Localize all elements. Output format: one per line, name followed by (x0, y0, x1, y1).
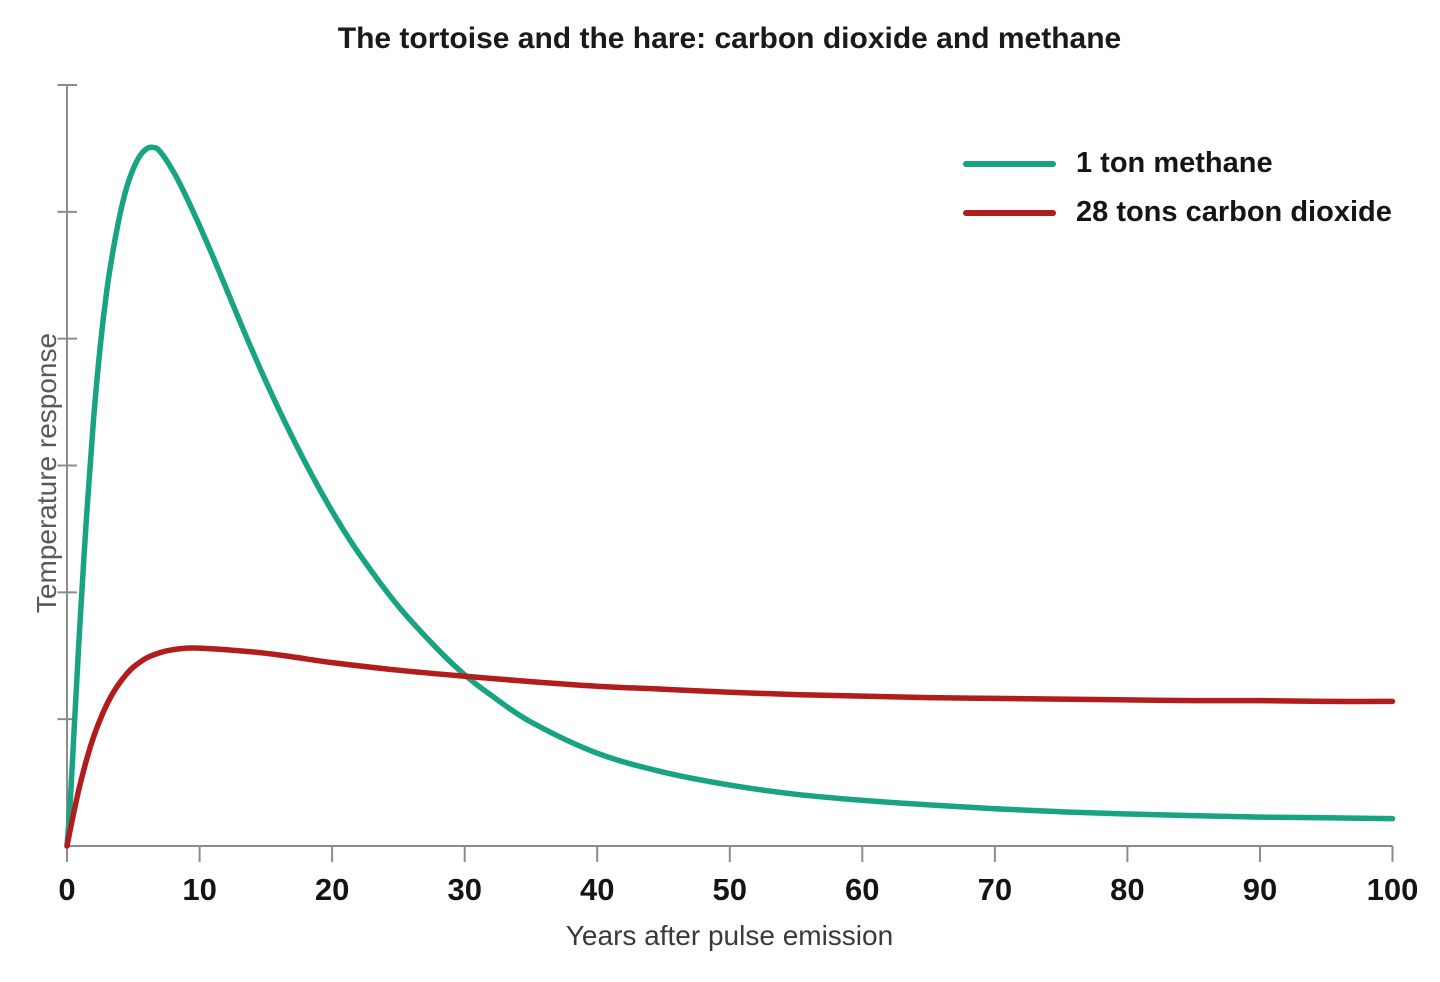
x-tick-label: 0 (58, 872, 75, 907)
methane-line-swatch (963, 160, 1056, 167)
x-tick-label: 90 (1243, 872, 1277, 907)
x-tick-label: 30 (447, 872, 481, 907)
x-tick-label: 60 (845, 872, 879, 907)
methane-curve (64, 144, 1396, 849)
co2-line-swatch (963, 209, 1056, 216)
legend-item-co2: 28 tons carbon dioxide (963, 188, 1392, 237)
x-tick-label: 10 (182, 872, 216, 907)
x-tick-label: 40 (580, 872, 614, 907)
legend-label-co2: 28 tons carbon dioxide (1076, 196, 1392, 228)
x-tick-label: 50 (713, 872, 747, 907)
x-tick-label: 70 (978, 872, 1012, 907)
x-tick-label: 100 (1367, 872, 1419, 907)
x-axis-label: Years after pulse emission (565, 920, 894, 951)
y-axis-label: Temperature response (31, 332, 62, 614)
legend-label-methane: 1 ton methane (1076, 147, 1273, 179)
x-tick-label: 20 (315, 872, 349, 907)
legend: 1 ton methane 28 tons carbon dioxide (963, 139, 1392, 237)
chart-title: The tortoise and the hare: carbon dioxid… (337, 22, 1122, 55)
x-tick-label: 80 (1110, 872, 1144, 907)
legend-item-methane: 1 ton methane (963, 139, 1392, 188)
co2-curve (64, 645, 1396, 849)
